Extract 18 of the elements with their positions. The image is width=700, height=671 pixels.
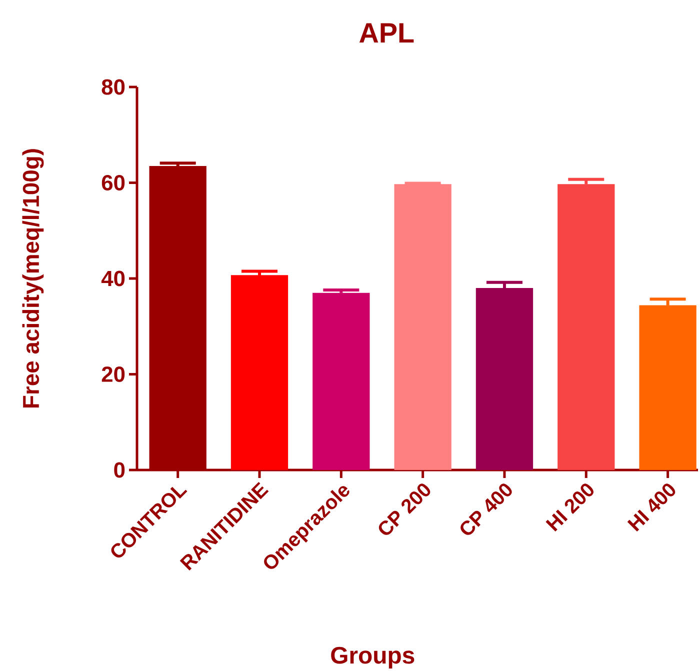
y-tick-label: 40 bbox=[101, 270, 125, 286]
x-tick-label: HI 200 bbox=[546, 484, 594, 532]
y-tick-label: 0 bbox=[114, 462, 125, 478]
bar bbox=[558, 184, 615, 470]
y-axis-title: Free acidity(meq/l/100g) bbox=[22, 149, 44, 408]
x-tick-label: CP 200 bbox=[378, 484, 430, 535]
bar bbox=[312, 292, 370, 470]
y-tick-label: 60 bbox=[102, 174, 125, 190]
chart-title: APL bbox=[359, 23, 414, 42]
bar bbox=[476, 288, 534, 470]
y-tick-label: 80 bbox=[102, 79, 125, 95]
bar bbox=[230, 275, 288, 470]
x-tick-label: CP 400 bbox=[460, 484, 512, 535]
bar bbox=[639, 305, 696, 470]
x-axis-title: Groups bbox=[331, 646, 414, 668]
bar bbox=[394, 184, 452, 470]
y-tick-label: 20 bbox=[102, 366, 125, 382]
x-tick-label: HI 400 bbox=[627, 484, 676, 532]
